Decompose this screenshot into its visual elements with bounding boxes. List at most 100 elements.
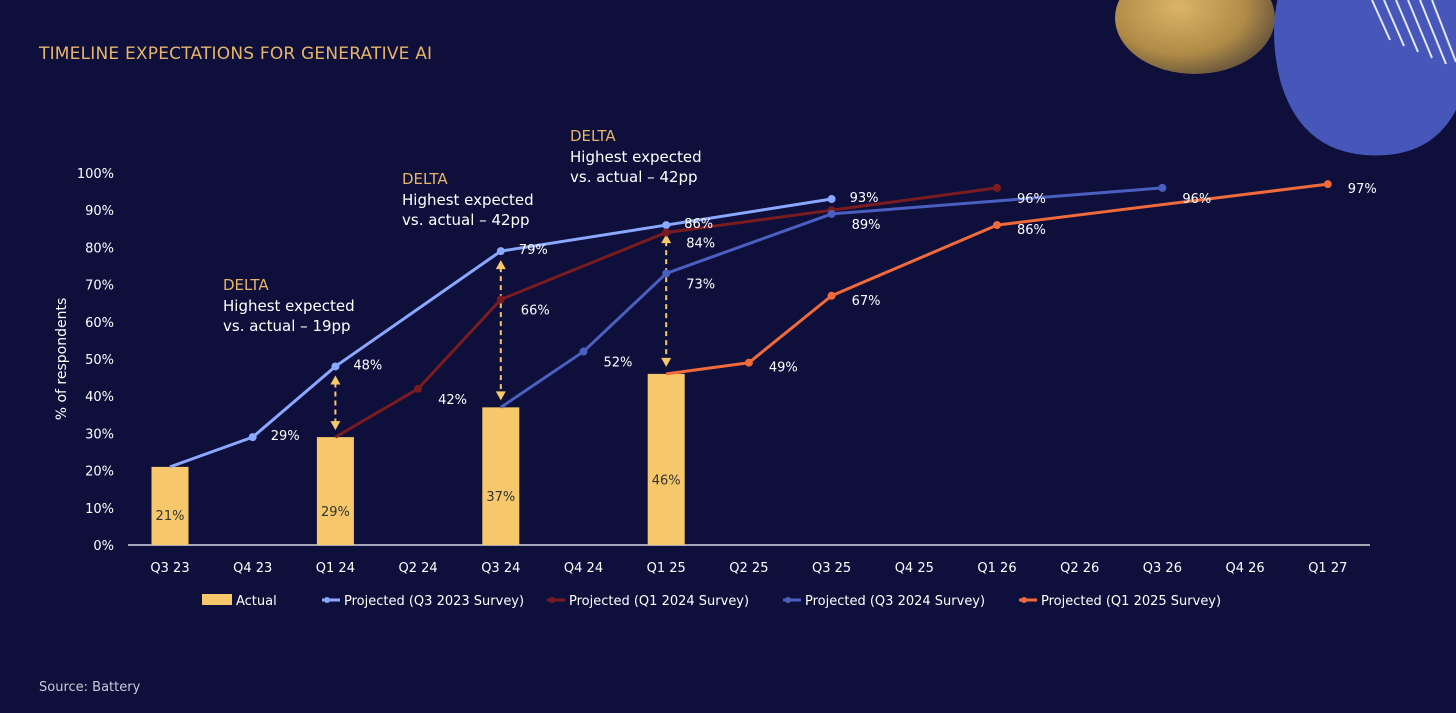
x-tick-label: Q2 26 <box>1060 561 1099 576</box>
legend-swatch-dot <box>1021 597 1027 603</box>
legend: Actual Projected (Q3 2023 Survey) Projecte… <box>202 594 1221 609</box>
y-tick-label: 60% <box>85 316 114 331</box>
point-value-label: 86% <box>684 217 713 232</box>
y-tick-label: 0% <box>93 539 114 554</box>
delta-heading: DELTA <box>223 276 269 294</box>
x-tick-label: Q2 24 <box>399 561 438 576</box>
delta-arrow-head-up <box>495 260 506 270</box>
source-note: Source: Battery <box>39 680 141 695</box>
point-value-label: 86% <box>1017 223 1046 238</box>
point-value-label: 29% <box>271 429 300 444</box>
x-tick-label: Q1 24 <box>316 561 355 576</box>
x-tick-label: Q3 25 <box>812 561 851 576</box>
x-tick-label: Q4 26 <box>1226 561 1265 576</box>
decorative-shapes <box>1115 0 1456 156</box>
bar-value-label: 37% <box>486 490 515 505</box>
delta-arrow-head-up <box>330 375 341 385</box>
series-point <box>1323 180 1332 189</box>
gold-blob <box>1115 0 1275 74</box>
legend-swatch-bar <box>202 594 232 605</box>
series-point <box>993 221 1001 230</box>
point-value-label: 66% <box>521 303 550 318</box>
legend-label: Projected (Q1 2024 Survey) <box>569 594 749 609</box>
y-tick-label: 40% <box>85 390 114 405</box>
series-line <box>665 182 1328 376</box>
point-value-label: 96% <box>1182 192 1211 207</box>
y-tick-label: 90% <box>85 204 114 219</box>
blue-blob <box>1274 0 1456 156</box>
y-tick-label: 70% <box>85 279 114 294</box>
point-value-label: 93% <box>850 191 879 206</box>
legend-label: Projected (Q3 2024 Survey) <box>805 594 985 609</box>
delta-text-line2: vs. actual – 19pp <box>223 317 351 335</box>
delta-text-line1: Highest expected <box>570 148 702 166</box>
series-line <box>169 197 832 469</box>
bar-value-label: 21% <box>156 509 185 524</box>
x-tick-label: Q4 24 <box>564 561 603 576</box>
delta-text-line1: Highest expected <box>223 297 355 315</box>
legend-swatch-dot <box>549 597 555 603</box>
x-tick-label: Q3 26 <box>1143 561 1182 576</box>
series-point <box>496 247 505 256</box>
y-axis-label: % of respondents <box>54 298 70 421</box>
y-tick-label: 50% <box>85 353 114 368</box>
bar-value-label: 29% <box>321 505 350 520</box>
series-point <box>414 384 423 393</box>
delta-heading: DELTA <box>570 127 616 145</box>
axes: 0% 10% 20% 30% 40% 50% 60% 70% 80% 90% 100% % of re… <box>54 167 1370 576</box>
point-value-label: 42% <box>438 393 467 408</box>
point-value-label: 48% <box>353 358 382 373</box>
point-value-label: 96% <box>1017 192 1046 207</box>
actual-bar <box>151 466 189 545</box>
legend-swatch-dot <box>324 597 330 603</box>
legend-label: Actual <box>236 594 277 609</box>
series-point <box>993 183 1001 192</box>
y-tick-label: 80% <box>85 241 114 256</box>
series-point <box>662 269 671 278</box>
delta-arrow-head-up <box>661 234 672 244</box>
actual-bar <box>316 437 354 545</box>
y-tick-label: 10% <box>85 502 114 517</box>
actual-bar <box>482 407 520 545</box>
delta-arrow-head-down <box>495 391 506 401</box>
x-tick-label: Q2 25 <box>729 561 768 576</box>
series-point <box>496 295 505 304</box>
x-tick-label: Q4 23 <box>233 561 272 576</box>
point-value-label: 79% <box>519 243 548 258</box>
series-point <box>1158 183 1167 192</box>
y-tick-label: 30% <box>85 427 114 442</box>
delta-heading: DELTA <box>402 170 448 188</box>
actual-bars: 21% 29% 37% 46% <box>151 373 685 545</box>
series-point <box>744 358 753 367</box>
bar-value-label: 46% <box>652 473 681 488</box>
delta-text-line1: Highest expected <box>402 191 534 209</box>
delta-arrow-head-down <box>661 357 672 367</box>
series-point <box>662 221 671 230</box>
series-line <box>334 186 998 439</box>
delta-text-line2: vs. actual – 42pp <box>570 168 698 186</box>
point-value-label: 73% <box>686 277 715 292</box>
x-tick-label: Q3 24 <box>481 561 520 576</box>
point-value-label: 49% <box>769 361 798 376</box>
x-tick-label: Q4 25 <box>895 561 934 576</box>
delta-arrow-head-down <box>330 421 341 431</box>
point-value-label: 97% <box>1348 182 1377 197</box>
series-point <box>827 195 836 204</box>
y-tick-label: 20% <box>85 465 114 480</box>
series-point <box>331 362 340 371</box>
actual-bar <box>647 373 685 545</box>
point-value-label: 52% <box>604 356 633 371</box>
point-value-label: 89% <box>852 218 881 233</box>
data-labels: 29% 48% 79% 86% 93% 42% 66% 84% 96% 52% 73% 89% 96% 4… <box>271 182 1377 444</box>
series-point <box>579 347 588 356</box>
delta-text-line2: vs. actual – 42pp <box>402 211 530 229</box>
white-stripes <box>1371 0 1456 65</box>
legend-swatch-dot <box>785 597 791 603</box>
legend-label: Projected (Q1 2025 Survey) <box>1041 594 1221 609</box>
delta-arrows <box>330 234 672 431</box>
legend-label: Projected (Q3 2023 Survey) <box>344 594 524 609</box>
x-tick-label: Q1 25 <box>647 561 686 576</box>
y-tick-label: 100% <box>77 167 114 182</box>
series-point <box>662 228 671 237</box>
